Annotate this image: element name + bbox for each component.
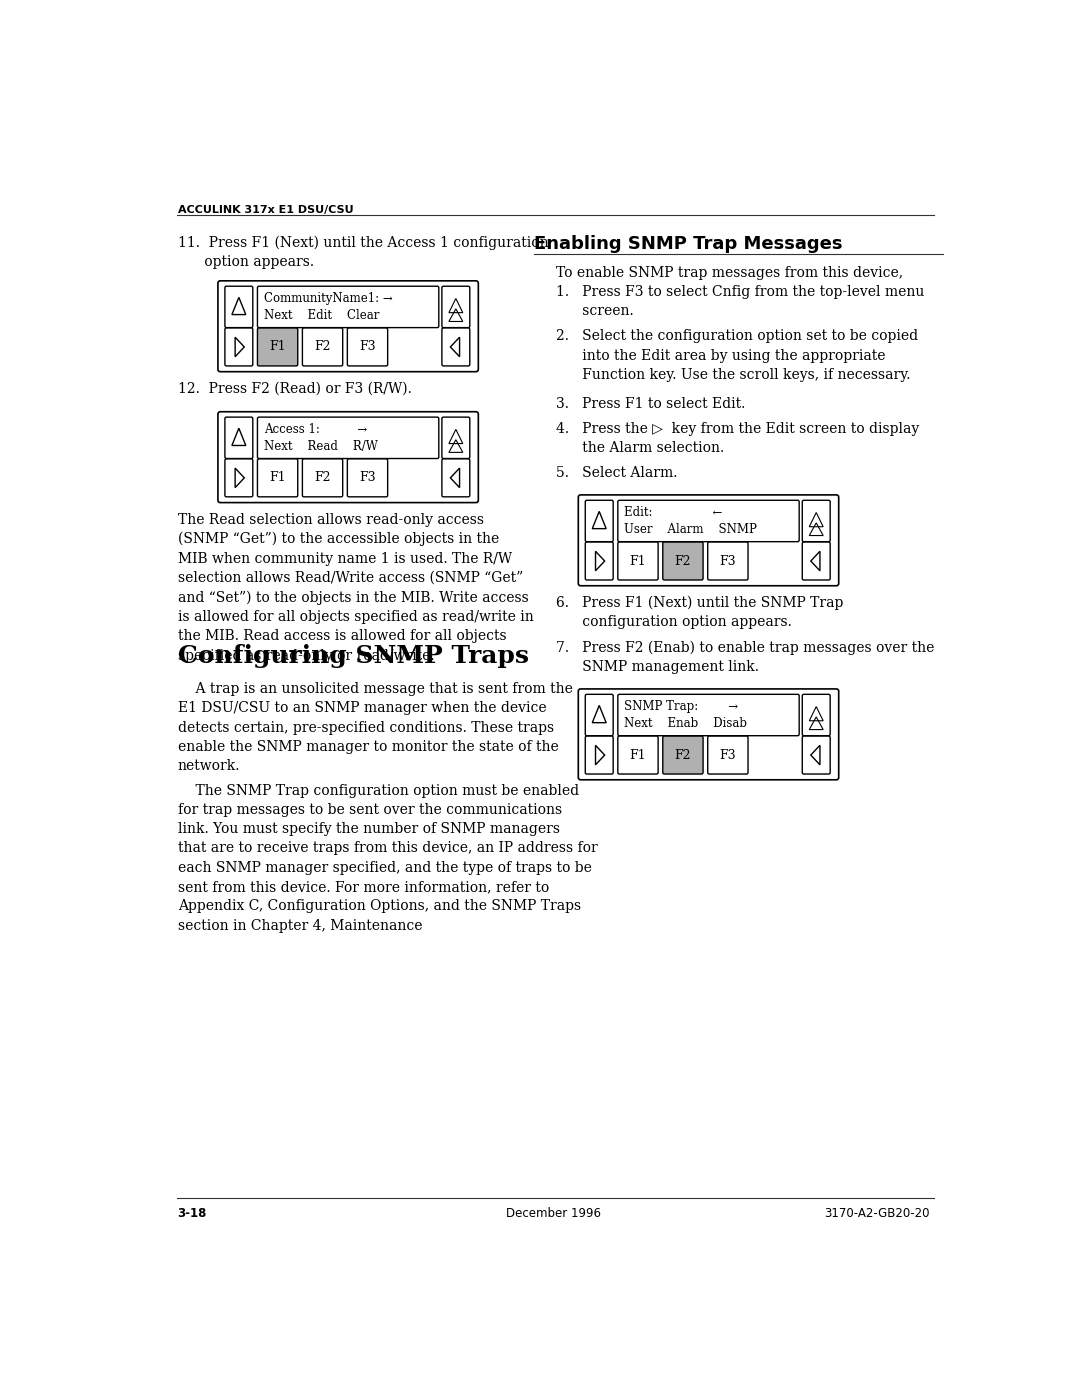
FancyBboxPatch shape bbox=[663, 542, 703, 580]
FancyBboxPatch shape bbox=[802, 736, 831, 774]
FancyBboxPatch shape bbox=[218, 412, 478, 503]
FancyBboxPatch shape bbox=[585, 542, 613, 580]
Text: F2: F2 bbox=[675, 749, 691, 761]
Text: Next    Read    R/W: Next Read R/W bbox=[264, 440, 378, 453]
Text: F3: F3 bbox=[719, 749, 737, 761]
Text: ACCULINK 317x E1 DSU/CSU: ACCULINK 317x E1 DSU/CSU bbox=[177, 204, 353, 215]
FancyBboxPatch shape bbox=[802, 542, 831, 580]
Text: 3.   Press F1 to select Edit.: 3. Press F1 to select Edit. bbox=[556, 397, 745, 411]
FancyBboxPatch shape bbox=[225, 418, 253, 458]
FancyBboxPatch shape bbox=[442, 458, 470, 497]
Text: F3: F3 bbox=[719, 555, 737, 567]
Text: 2.   Select the configuration option set to be copied
      into the Edit area b: 2. Select the configuration option set t… bbox=[556, 330, 918, 381]
FancyBboxPatch shape bbox=[257, 418, 438, 458]
FancyBboxPatch shape bbox=[707, 736, 748, 774]
FancyBboxPatch shape bbox=[257, 286, 438, 328]
Text: CommunityName1: →: CommunityName1: → bbox=[264, 292, 392, 305]
Text: 7.   Press F2 (Enab) to enable trap messages over the
      SNMP management link: 7. Press F2 (Enab) to enable trap messag… bbox=[556, 640, 934, 675]
FancyBboxPatch shape bbox=[618, 736, 658, 774]
Text: 6.   Press F1 (Next) until the SNMP Trap
      configuration option appears.: 6. Press F1 (Next) until the SNMP Trap c… bbox=[556, 595, 843, 630]
Text: 3170-A2-GB20-20: 3170-A2-GB20-20 bbox=[824, 1207, 930, 1220]
FancyBboxPatch shape bbox=[442, 328, 470, 366]
Text: F1: F1 bbox=[269, 341, 286, 353]
Text: 5.   Select Alarm.: 5. Select Alarm. bbox=[556, 467, 677, 481]
FancyBboxPatch shape bbox=[257, 458, 298, 497]
FancyBboxPatch shape bbox=[707, 542, 748, 580]
Text: Enabling SNMP Trap Messages: Enabling SNMP Trap Messages bbox=[535, 236, 842, 253]
Text: 1.   Press F3 to select Cnfig from the top-level menu
      screen.: 1. Press F3 to select Cnfig from the top… bbox=[556, 285, 924, 319]
Text: A trap is an unsolicited message that is sent from the
E1 DSU/CSU to an SNMP man: A trap is an unsolicited message that is… bbox=[177, 682, 572, 773]
Text: F1: F1 bbox=[630, 555, 646, 567]
FancyBboxPatch shape bbox=[348, 458, 388, 497]
FancyBboxPatch shape bbox=[585, 694, 613, 736]
FancyBboxPatch shape bbox=[225, 286, 253, 328]
Text: F2: F2 bbox=[314, 471, 330, 485]
FancyBboxPatch shape bbox=[302, 328, 342, 366]
Text: F2: F2 bbox=[675, 555, 691, 567]
FancyBboxPatch shape bbox=[618, 542, 658, 580]
FancyBboxPatch shape bbox=[225, 328, 253, 366]
Text: F1: F1 bbox=[630, 749, 646, 761]
FancyBboxPatch shape bbox=[442, 286, 470, 328]
FancyBboxPatch shape bbox=[442, 418, 470, 458]
Text: The SNMP Trap configuration option must be enabled
for trap messages to be sent : The SNMP Trap configuration option must … bbox=[177, 784, 597, 933]
Text: 3-18: 3-18 bbox=[177, 1207, 207, 1220]
Text: F3: F3 bbox=[360, 471, 376, 485]
Text: The Read selection allows read-only access
(SNMP “Get”) to the accessible object: The Read selection allows read-only acce… bbox=[177, 513, 534, 662]
FancyBboxPatch shape bbox=[802, 694, 831, 736]
Text: F3: F3 bbox=[360, 341, 376, 353]
Text: To enable SNMP trap messages from this device,: To enable SNMP trap messages from this d… bbox=[556, 267, 903, 281]
Text: F1: F1 bbox=[269, 471, 286, 485]
Text: SNMP Trap:        →: SNMP Trap: → bbox=[624, 700, 738, 712]
FancyBboxPatch shape bbox=[578, 495, 839, 585]
FancyBboxPatch shape bbox=[578, 689, 839, 780]
FancyBboxPatch shape bbox=[257, 328, 298, 366]
FancyBboxPatch shape bbox=[618, 694, 799, 736]
FancyBboxPatch shape bbox=[663, 736, 703, 774]
Text: 4.   Press the ▷  key from the Edit screen to display
      the Alarm selection.: 4. Press the ▷ key from the Edit screen … bbox=[556, 422, 919, 455]
FancyBboxPatch shape bbox=[225, 458, 253, 497]
FancyBboxPatch shape bbox=[585, 500, 613, 542]
Text: Next    Enab    Disab: Next Enab Disab bbox=[624, 717, 747, 731]
FancyBboxPatch shape bbox=[302, 458, 342, 497]
Text: Next    Edit    Clear: Next Edit Clear bbox=[264, 309, 379, 321]
FancyBboxPatch shape bbox=[218, 281, 478, 372]
Text: Edit:                ←: Edit: ← bbox=[624, 506, 723, 520]
FancyBboxPatch shape bbox=[618, 500, 799, 542]
Text: Access 1:          →: Access 1: → bbox=[264, 423, 367, 436]
Text: 11.  Press F1 (Next) until the Access 1 configuration
      option appears.: 11. Press F1 (Next) until the Access 1 c… bbox=[177, 236, 549, 270]
Text: User    Alarm    SNMP: User Alarm SNMP bbox=[624, 522, 757, 536]
Text: F2: F2 bbox=[314, 341, 330, 353]
Text: 12.  Press F2 (Read) or F3 (R/W).: 12. Press F2 (Read) or F3 (R/W). bbox=[177, 381, 411, 395]
FancyBboxPatch shape bbox=[348, 328, 388, 366]
Text: Configuring SNMP Traps: Configuring SNMP Traps bbox=[177, 644, 528, 668]
Text: December 1996: December 1996 bbox=[507, 1207, 600, 1220]
FancyBboxPatch shape bbox=[585, 736, 613, 774]
FancyBboxPatch shape bbox=[802, 500, 831, 542]
